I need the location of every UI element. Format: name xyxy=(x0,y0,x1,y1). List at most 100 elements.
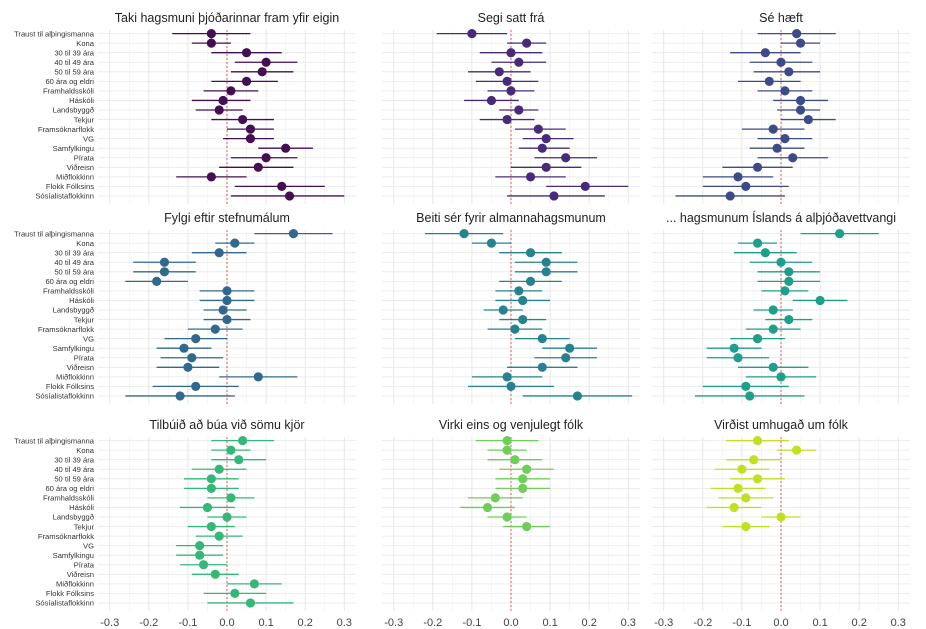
data-point xyxy=(741,493,751,503)
data-point xyxy=(281,143,291,153)
data-point xyxy=(772,143,782,153)
row-label: Framhaldsskóli xyxy=(43,287,94,296)
data-point xyxy=(222,314,232,325)
data-point xyxy=(245,134,256,144)
data-point xyxy=(737,464,747,474)
data-point xyxy=(518,474,528,484)
data-point xyxy=(238,436,248,446)
data-point xyxy=(510,324,520,334)
data-point xyxy=(749,455,759,465)
data-point xyxy=(206,483,216,493)
data-point xyxy=(776,257,786,267)
x-tick-label: 0.2 xyxy=(298,617,313,629)
data-point xyxy=(238,114,248,125)
row-label: Framhaldsskóli xyxy=(43,494,94,503)
data-point xyxy=(206,172,216,182)
data-point xyxy=(741,381,751,391)
x-tick-label: 0.0 xyxy=(773,617,788,629)
panel-title: ... hagsmunum Íslands á alþjóðavettvangi xyxy=(666,210,896,225)
data-point xyxy=(733,483,743,493)
data-point xyxy=(745,391,755,401)
data-point xyxy=(565,343,575,353)
data-point xyxy=(580,181,590,191)
panel-7: Tilbúið að búa við sömu kjör Traust til a… xyxy=(14,418,356,611)
data-point xyxy=(502,76,512,86)
data-point xyxy=(541,257,551,267)
data-point xyxy=(518,295,528,306)
data-point xyxy=(752,436,763,446)
data-point xyxy=(191,381,201,391)
data-point xyxy=(525,276,536,286)
data-point xyxy=(752,474,763,484)
data-point xyxy=(522,521,532,532)
data-point xyxy=(502,436,512,446)
data-point xyxy=(514,105,524,115)
data-point xyxy=(214,105,224,115)
row-label: Tekjur xyxy=(74,522,95,531)
data-point xyxy=(776,372,786,382)
data-point xyxy=(533,124,543,134)
data-point xyxy=(752,162,763,172)
data-point xyxy=(764,76,774,86)
x-tick-label: -0.2 xyxy=(693,617,712,629)
data-point xyxy=(226,86,236,96)
data-point xyxy=(230,238,240,248)
data-point xyxy=(234,455,244,465)
panel-3: Sé hæft xyxy=(652,11,910,204)
data-point xyxy=(257,67,267,77)
data-point xyxy=(795,38,806,48)
data-point xyxy=(214,464,224,474)
x-tick-label: 0.1 xyxy=(542,617,557,629)
data-point xyxy=(218,305,228,315)
data-point xyxy=(522,464,532,474)
row-label: 40 til 49 ára xyxy=(54,58,94,67)
data-point xyxy=(159,267,170,277)
row-label: Kona xyxy=(76,239,95,248)
row-label: Pírata xyxy=(74,560,95,569)
data-point xyxy=(525,248,536,258)
x-tick-label: 0.0 xyxy=(219,617,234,629)
panel-4: Fylgi eftir stefnumálum Traust til alþing… xyxy=(14,211,356,404)
data-point xyxy=(768,305,778,315)
x-tick-label: 0.2 xyxy=(582,617,597,629)
row-label: VG xyxy=(83,541,94,550)
x-tick-label: -0.3 xyxy=(654,617,673,629)
data-point xyxy=(733,172,743,182)
data-point xyxy=(760,248,770,258)
data-point xyxy=(253,372,263,382)
row-label: Flokk Fólksins xyxy=(46,382,94,391)
data-point xyxy=(288,229,299,239)
row-label: Framsóknarflokk xyxy=(38,532,94,541)
panel-title: Virki eins og venjulegt fólk xyxy=(439,418,584,432)
x-tick-label: 0.0 xyxy=(503,617,518,629)
row-label: 40 til 49 ára xyxy=(54,465,94,474)
row-label: 40 til 49 ára xyxy=(54,258,94,267)
data-point xyxy=(502,512,512,522)
data-point xyxy=(506,381,516,391)
data-point xyxy=(741,181,751,191)
panel-title: Virðist umhugað um fólk xyxy=(714,418,849,432)
row-label: VG xyxy=(83,334,94,343)
x-tick-label: 0.3 xyxy=(337,617,352,629)
row-label: Miðflokkinn xyxy=(56,173,94,182)
x-tick-label: -0.2 xyxy=(139,617,158,629)
data-point xyxy=(191,334,201,344)
data-point xyxy=(776,57,786,67)
data-point xyxy=(277,181,287,191)
data-point xyxy=(218,95,228,106)
data-point xyxy=(222,286,232,296)
data-point xyxy=(206,521,216,532)
row-label: Miðflokkinn xyxy=(56,580,94,589)
data-point xyxy=(467,28,477,39)
panel-title: Taki hagsmuni þjóðarinnar fram yfir eigi… xyxy=(115,11,339,25)
data-point xyxy=(195,541,205,551)
data-point xyxy=(792,445,802,455)
x-tick-label: 0.1 xyxy=(258,617,273,629)
row-label: Sósíalistaflokkinn xyxy=(35,599,94,608)
row-label: 50 til 59 ára xyxy=(54,475,94,484)
panel-title: Segi satt frá xyxy=(478,11,545,25)
row-label: Framsóknarflokk xyxy=(38,325,94,334)
row-label: Traust til alþingismanna xyxy=(14,229,95,238)
row-label: Flokk Fólksins xyxy=(46,589,94,598)
